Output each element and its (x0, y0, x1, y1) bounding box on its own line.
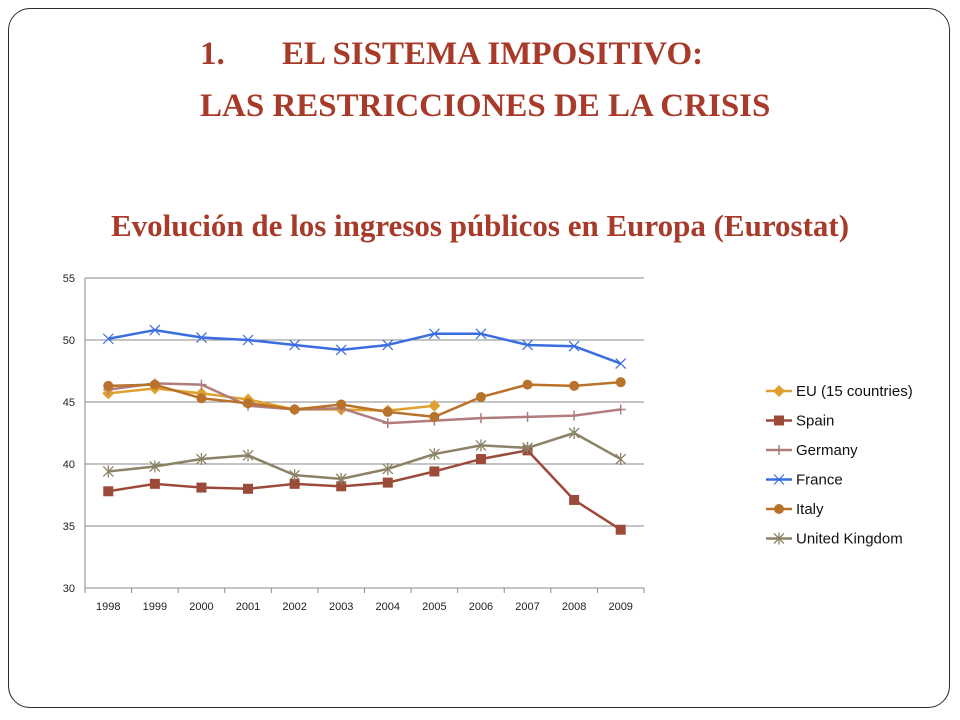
data-point (428, 448, 440, 461)
data-point (428, 399, 441, 412)
data-point (243, 483, 254, 494)
series-line (108, 328, 622, 365)
data-point (103, 380, 114, 391)
data-point (196, 332, 207, 343)
data-point (522, 441, 534, 454)
data-point (243, 398, 254, 409)
data-point (196, 482, 207, 493)
data-point (336, 399, 347, 410)
data-point (615, 404, 626, 415)
data-point (102, 333, 114, 345)
series-line (108, 380, 621, 419)
series-line (108, 431, 622, 481)
data-point (429, 466, 440, 477)
data-point (382, 406, 393, 417)
data-point (196, 393, 207, 404)
legend-label: Germany (796, 442, 858, 459)
data-point (289, 478, 300, 489)
data-point (615, 377, 626, 388)
y-tick-label: 55 (63, 273, 75, 285)
chart-title: Evolución de los ingresos públicos en Eu… (110, 208, 850, 243)
slide-frame (8, 8, 950, 708)
data-point (615, 453, 627, 466)
y-tick-label: 50 (63, 335, 75, 347)
data-point (522, 411, 533, 422)
data-point (428, 328, 440, 340)
data-point (195, 453, 207, 466)
data-point (289, 404, 300, 415)
data-point (382, 462, 394, 475)
x-tick-label: 2000 (189, 601, 213, 613)
heading-number: 1. (200, 36, 225, 72)
data-point (336, 481, 347, 492)
data-point (475, 392, 486, 403)
data-point (522, 379, 533, 390)
legend-marker (774, 504, 784, 514)
legend-label: France (796, 472, 843, 489)
x-tick-label: 2001 (236, 601, 260, 613)
data-point (568, 340, 580, 352)
x-tick-label: 2008 (562, 601, 586, 613)
data-point (102, 465, 114, 478)
data-point (335, 472, 347, 485)
data-point (242, 449, 254, 462)
legend-label: EU (15 countries) (796, 383, 913, 400)
heading-line1-text: EL SISTEMA IMPOSITIVO: (282, 36, 704, 72)
data-point (382, 418, 393, 429)
legend-label: United Kingdom (796, 531, 903, 548)
data-point (196, 379, 207, 390)
legend-marker (774, 445, 784, 455)
x-tick-label: 2009 (608, 601, 632, 613)
y-tick-label: 35 (63, 521, 75, 533)
data-point (568, 427, 580, 439)
data-point (475, 439, 487, 452)
heading-line2-text: LAS RESTRICCIONES DE LA CRISIS (200, 88, 771, 124)
data-point (149, 379, 160, 390)
x-tick-label: 2002 (282, 601, 306, 613)
data-point (429, 411, 440, 422)
data-point (569, 380, 580, 391)
legend-marker (773, 532, 785, 545)
x-tick-label: 2006 (469, 601, 493, 613)
data-point (382, 339, 394, 351)
data-point (382, 477, 393, 488)
y-tick-label: 40 (63, 459, 75, 471)
legend-marker (774, 415, 784, 426)
data-point (149, 478, 160, 489)
x-tick-label: 1999 (143, 601, 167, 613)
legend-label: Spain (796, 413, 834, 430)
data-point (569, 410, 580, 421)
series-line (108, 449, 622, 531)
data-point (615, 524, 626, 535)
data-point (475, 328, 487, 340)
x-tick-label: 2003 (329, 601, 353, 613)
legend-marker (773, 385, 785, 397)
x-tick-label: 2004 (376, 601, 400, 613)
x-tick-label: 1998 (96, 601, 120, 613)
data-point (522, 339, 533, 351)
y-tick-label: 45 (63, 397, 75, 409)
data-point (475, 454, 486, 465)
data-point (335, 344, 347, 356)
legend-label: Italy (796, 501, 824, 518)
data-point (289, 469, 301, 482)
data-point (569, 494, 580, 505)
data-point (149, 324, 161, 336)
series-line (108, 382, 621, 425)
y-tick-label: 30 (63, 583, 75, 595)
x-tick-label: 2005 (422, 601, 446, 613)
data-point (615, 358, 627, 369)
x-tick-label: 2007 (515, 601, 539, 613)
data-point (149, 460, 161, 473)
legend-marker (773, 474, 785, 485)
data-point (242, 334, 254, 346)
data-point (475, 413, 486, 424)
data-point (103, 486, 114, 497)
data-point (289, 339, 301, 351)
